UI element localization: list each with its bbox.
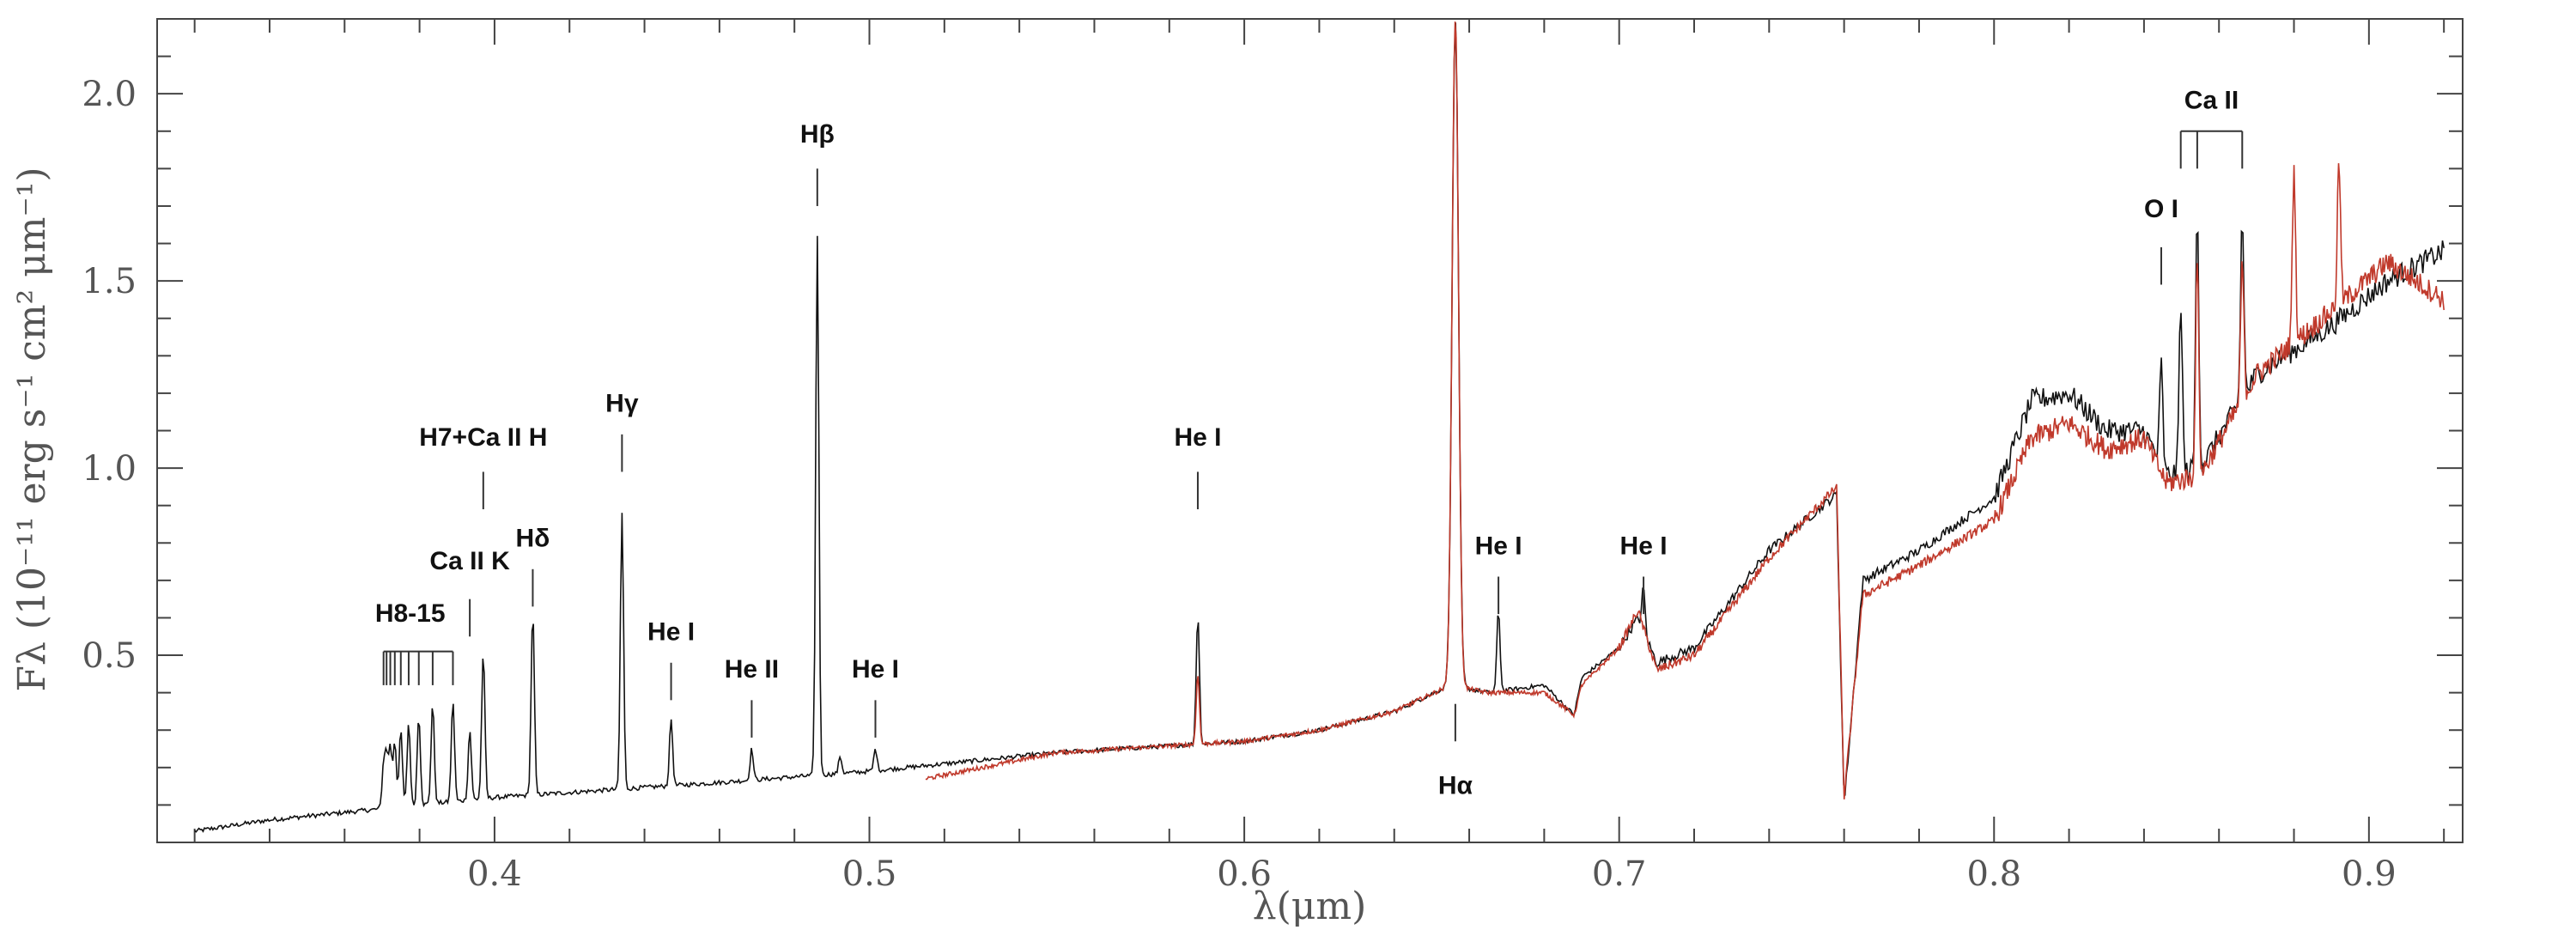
x-tick-label: 0.9 (2342, 854, 2397, 894)
x-axis-title: λ(μm) (1253, 884, 1367, 928)
y-axis-title: Fλ (10⁻¹¹ erg s⁻¹ cm² μm⁻¹) (10, 167, 54, 691)
y-axis-ticks: 0.5 1.0 1.5 2.0 (82, 18, 2463, 806)
annotation-label: Ca II K (429, 547, 510, 575)
x-axis-ticks: 0.4 0.5 0.6 0.7 0.8 0.9 (193, 19, 2445, 894)
annotation-label: He I (647, 618, 695, 647)
annotation-label: H8-15 (375, 599, 446, 628)
annotation-label: He II (725, 655, 779, 684)
annotation-label: He I (1174, 423, 1221, 452)
x-tick-label: 0.7 (1592, 854, 1647, 894)
line-annotations: H8-15 Ca II K H7+Ca II H Hδ Hγ He I He II Hβ He … (375, 87, 2244, 799)
annotation-label: Hα (1438, 771, 1473, 799)
y-tick-label: 2.0 (82, 75, 137, 114)
annotation-label: Hγ (605, 390, 639, 418)
annotation-label: He I (1475, 532, 1522, 560)
annotation-label: Ca II (2184, 87, 2239, 115)
x-tick-label: 0.4 (467, 854, 522, 894)
annotation-label: Hβ (800, 120, 835, 149)
annotation-label: He I (852, 655, 899, 684)
spectrum-series (194, 21, 2445, 833)
y-tick-label: 0.5 (82, 636, 137, 676)
x-tick-label: 0.6 (1217, 854, 1272, 894)
annotation-label: He I (1620, 532, 1668, 560)
x-tick-label: 0.5 (842, 854, 897, 894)
series-line-2 (925, 21, 2445, 799)
annotation-label: Hδ (516, 525, 550, 553)
x-tick-label: 0.8 (1966, 854, 2021, 894)
y-tick-label: 1.0 (82, 449, 137, 489)
annotation-label: H7+Ca II H (419, 423, 547, 452)
y-tick-label: 1.5 (82, 262, 137, 301)
annotation-label: O I (2144, 195, 2178, 223)
series-line-1 (194, 22, 2445, 833)
